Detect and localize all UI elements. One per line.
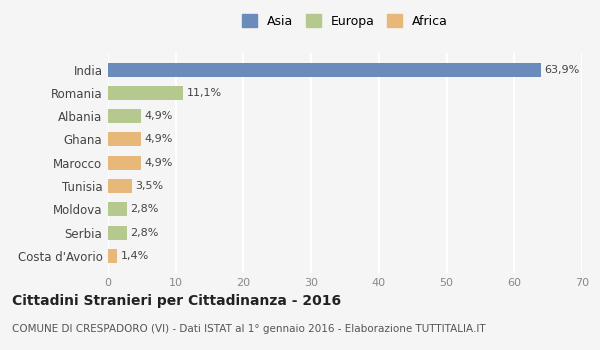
Text: 11,1%: 11,1% [187,88,221,98]
Text: 2,8%: 2,8% [130,204,159,214]
Text: 3,5%: 3,5% [135,181,163,191]
Bar [108,63,541,77]
Bar [108,249,118,263]
Bar [108,179,132,193]
Bar [108,226,127,240]
Text: Cittadini Stranieri per Cittadinanza - 2016: Cittadini Stranieri per Cittadinanza - 2… [12,294,341,308]
Text: 1,4%: 1,4% [121,251,149,261]
Text: COMUNE DI CRESPADORO (VI) - Dati ISTAT al 1° gennaio 2016 - Elaborazione TUTTITA: COMUNE DI CRESPADORO (VI) - Dati ISTAT a… [12,324,485,335]
Bar [108,109,141,123]
Bar [108,132,141,146]
Text: 63,9%: 63,9% [544,64,580,75]
Text: 4,9%: 4,9% [145,158,173,168]
Bar [108,156,141,170]
Bar [108,86,183,100]
Bar [108,202,127,216]
Text: 2,8%: 2,8% [130,228,159,238]
Text: 4,9%: 4,9% [145,134,173,145]
Text: 4,9%: 4,9% [145,111,173,121]
Legend: Asia, Europa, Africa: Asia, Europa, Africa [238,10,452,32]
